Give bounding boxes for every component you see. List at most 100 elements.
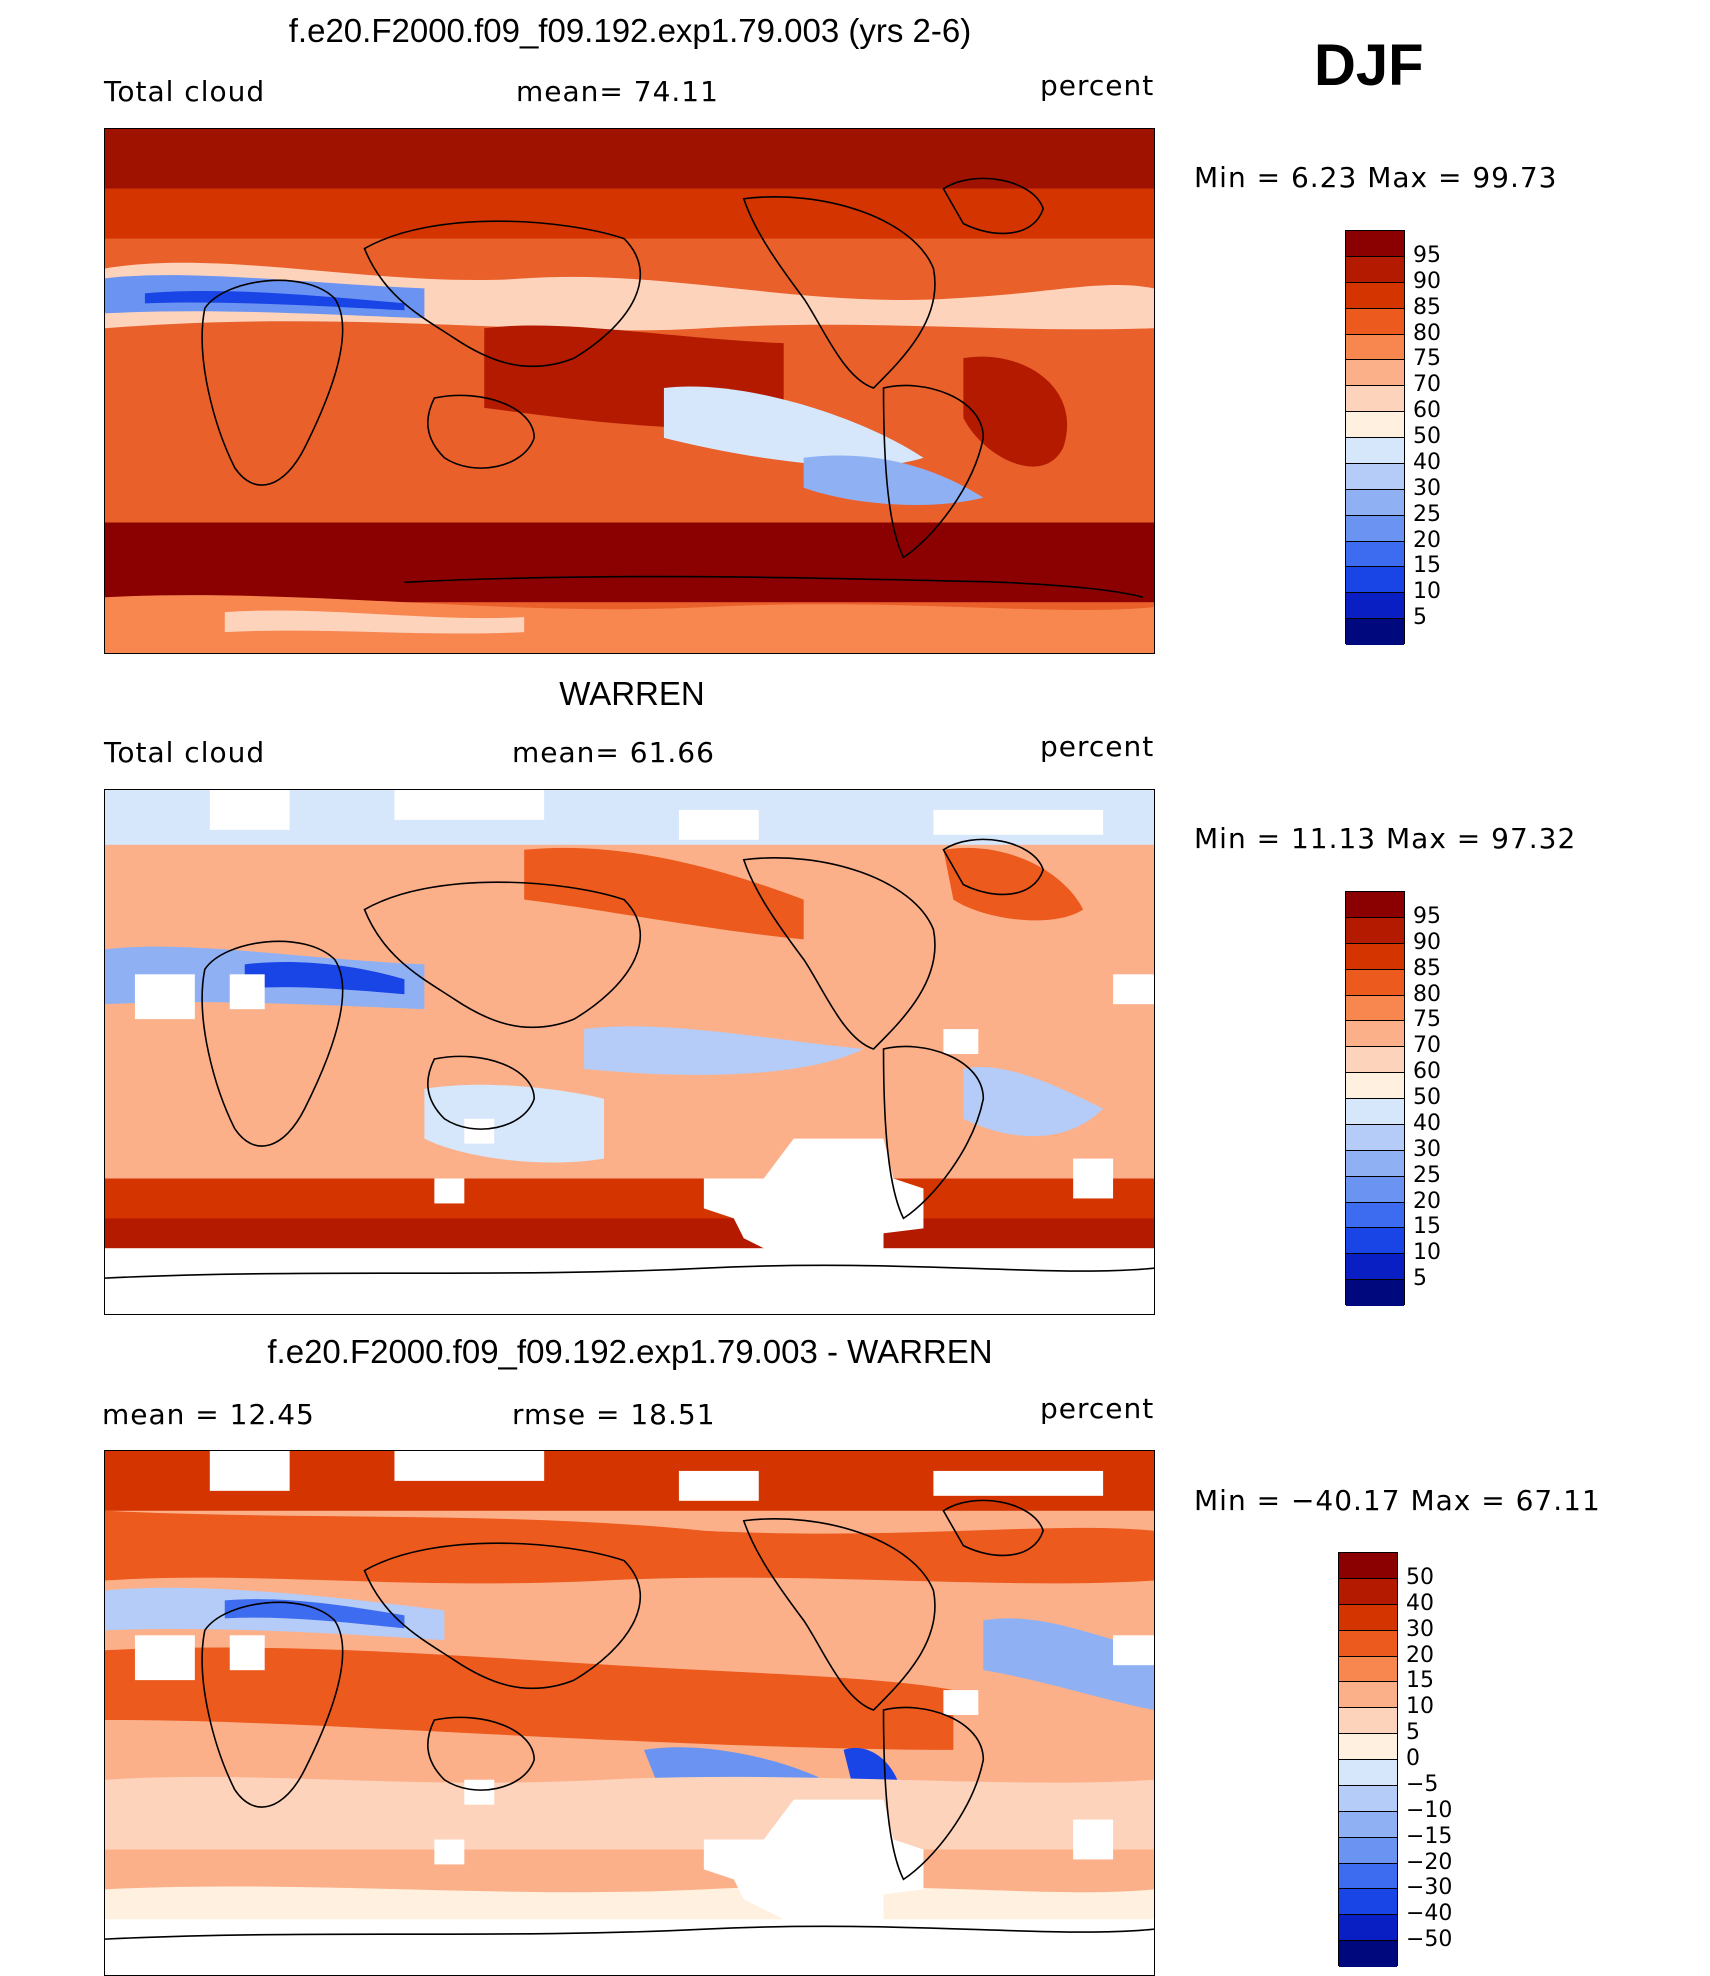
colorbar-swatch xyxy=(1346,489,1404,516)
colorbar-swatch xyxy=(1346,1254,1404,1281)
panel-3-map-svg xyxy=(105,1451,1154,1975)
colorbar-swatch xyxy=(1346,386,1404,413)
colorbar-tick-label: 70 xyxy=(1413,1033,1441,1059)
colorbar-tick-label: 20 xyxy=(1413,527,1441,553)
colorbar-tick-label: 40 xyxy=(1413,449,1441,475)
colorbar-swatch xyxy=(1346,593,1404,620)
panel-1-map xyxy=(104,128,1155,654)
colorbar-tick-label: −5 xyxy=(1406,1771,1439,1797)
colorbar-swatch xyxy=(1339,1553,1397,1579)
colorbar-tick-label: 30 xyxy=(1413,475,1441,501)
colorbar-tick-label: 95 xyxy=(1413,242,1441,268)
colorbar-swatch xyxy=(1346,943,1404,970)
colorbar-tick-label: −30 xyxy=(1406,1875,1453,1901)
colorbar-tick-label: 80 xyxy=(1413,981,1441,1007)
panel-2-title: WARREN xyxy=(559,675,705,712)
colorbar-swatch xyxy=(1346,619,1404,645)
colorbar-tick-label: 60 xyxy=(1413,1059,1441,1085)
colorbar-swatch xyxy=(1339,1656,1397,1683)
colorbar-tick-label: 15 xyxy=(1406,1668,1434,1694)
panel-1-colorbar xyxy=(1345,230,1405,645)
colorbar-tick-label: 40 xyxy=(1406,1590,1434,1616)
panel-3-rmse-label: rmse = 18.51 xyxy=(512,1398,716,1431)
colorbar-tick-label: 5 xyxy=(1413,1266,1427,1292)
panel-1-minmax-label: Min = 6.23 Max = 99.73 xyxy=(1194,161,1558,194)
panel-3-map xyxy=(104,1450,1155,1976)
colorbar-swatch xyxy=(1346,463,1404,490)
colorbar-swatch xyxy=(1339,1915,1397,1942)
colorbar-swatch xyxy=(1339,1785,1397,1812)
colorbar-tick-label: 75 xyxy=(1413,1007,1441,1033)
colorbar-tick-label: 95 xyxy=(1413,903,1441,929)
colorbar-swatch xyxy=(1346,1073,1404,1099)
colorbar-swatch xyxy=(1346,1047,1404,1074)
colorbar-swatch xyxy=(1346,438,1404,464)
panel-3-minmax-label: Min = −40.17 Max = 67.11 xyxy=(1194,1484,1601,1517)
season-label: DJF xyxy=(1314,33,1424,98)
colorbar-swatch xyxy=(1346,308,1404,335)
colorbar-tick-label: 40 xyxy=(1413,1110,1441,1136)
colorbar-swatch xyxy=(1346,1202,1404,1229)
colorbar-tick-label: 50 xyxy=(1406,1564,1434,1590)
colorbar-tick-label: 85 xyxy=(1413,294,1441,320)
panel-1-units-label: percent xyxy=(1040,69,1155,102)
colorbar-swatch xyxy=(1346,1124,1404,1151)
colorbar-swatch xyxy=(1346,412,1404,438)
colorbar-tick-label: 0 xyxy=(1406,1746,1420,1771)
colorbar-swatch xyxy=(1339,1811,1397,1838)
panel-1-map-svg xyxy=(105,129,1154,653)
colorbar-tick-label: 30 xyxy=(1406,1616,1434,1642)
colorbar-tick-label: −20 xyxy=(1406,1849,1453,1875)
colorbar-swatch xyxy=(1346,256,1404,283)
colorbar-tick-label: 15 xyxy=(1413,553,1441,579)
colorbar-tick-label: 30 xyxy=(1413,1136,1441,1162)
colorbar-swatch xyxy=(1346,1176,1404,1203)
colorbar-swatch xyxy=(1346,892,1404,918)
colorbar-swatch xyxy=(1346,282,1404,309)
colorbar-swatch xyxy=(1339,1941,1397,1967)
colorbar-swatch xyxy=(1339,1889,1397,1916)
colorbar-swatch xyxy=(1346,515,1404,542)
panel-2-mean-label: mean= 61.66 xyxy=(512,736,715,769)
colorbar-tick-label: 85 xyxy=(1413,955,1441,981)
colorbar-tick-label: 90 xyxy=(1413,929,1441,955)
colorbar-swatch xyxy=(1346,231,1404,257)
colorbar-tick-label: 50 xyxy=(1413,424,1441,449)
colorbar-tick-label: 60 xyxy=(1413,398,1441,424)
colorbar-tick-label: −40 xyxy=(1406,1901,1453,1927)
colorbar-tick-label: 90 xyxy=(1413,268,1441,294)
panel-3-units-label: percent xyxy=(1040,1392,1155,1425)
colorbar-swatch xyxy=(1346,1228,1404,1255)
panel-2-units-label: percent xyxy=(1040,730,1155,763)
colorbar-swatch xyxy=(1346,1280,1404,1306)
panel-1-title: f.e20.F2000.f09_f09.192.exp1.79.003 (yrs… xyxy=(288,12,972,49)
panel-2-map xyxy=(104,789,1155,1315)
colorbar-tick-label: 80 xyxy=(1413,320,1441,346)
colorbar-tick-label: 50 xyxy=(1413,1085,1441,1110)
colorbar-swatch xyxy=(1339,1863,1397,1890)
colorbar-tick-label: 5 xyxy=(1413,605,1427,631)
colorbar-tick-label: 25 xyxy=(1413,1162,1441,1188)
colorbar-swatch xyxy=(1339,1708,1397,1735)
colorbar-swatch xyxy=(1346,1021,1404,1048)
colorbar-tick-label: 10 xyxy=(1413,579,1441,605)
colorbar-tick-label: 15 xyxy=(1413,1214,1441,1240)
colorbar-swatch xyxy=(1346,541,1404,568)
colorbar-swatch xyxy=(1346,969,1404,996)
colorbar-tick-label: 5 xyxy=(1406,1720,1420,1746)
colorbar-swatch xyxy=(1339,1837,1397,1864)
colorbar-tick-label: −50 xyxy=(1406,1927,1453,1953)
panel-1-variable-label: Total cloud xyxy=(104,75,266,108)
colorbar-swatch xyxy=(1339,1578,1397,1605)
panel-2-colorbar xyxy=(1345,891,1405,1306)
panel-3-colorbar xyxy=(1338,1552,1398,1967)
colorbar-tick-label: 20 xyxy=(1406,1642,1434,1668)
colorbar-swatch xyxy=(1346,917,1404,944)
colorbar-tick-label: 25 xyxy=(1413,501,1441,527)
panel-3-mean-label: mean = 12.45 xyxy=(102,1398,315,1431)
panel-1-mean-label: mean= 74.11 xyxy=(516,75,719,108)
colorbar-tick-label: −10 xyxy=(1406,1797,1453,1823)
panel-2-variable-label: Total cloud xyxy=(104,736,266,769)
colorbar-swatch xyxy=(1346,334,1404,361)
colorbar-swatch xyxy=(1346,567,1404,594)
